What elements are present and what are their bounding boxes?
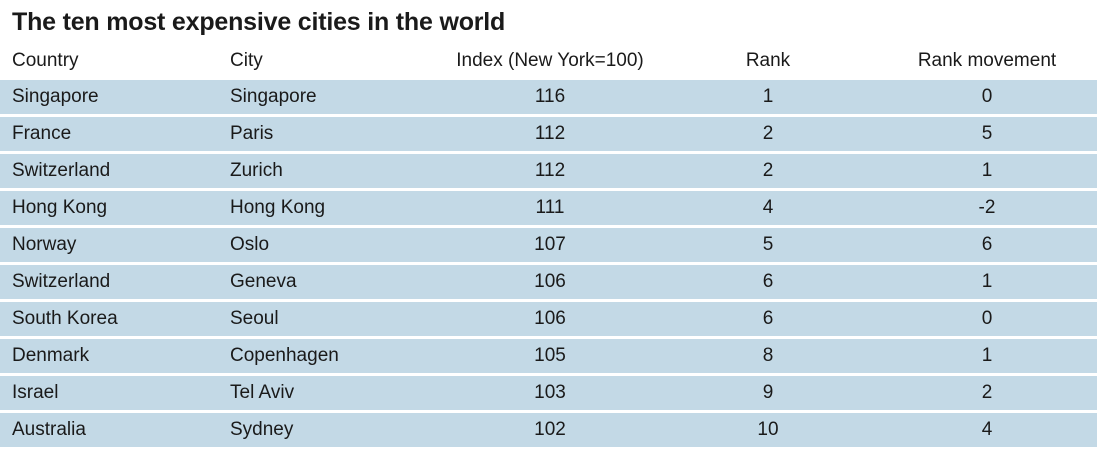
cell-index: 116 <box>534 86 566 107</box>
table-row: Australia Sydney 102 10 4 <box>0 413 1097 447</box>
cell-rank-movement: 4 <box>981 419 993 440</box>
cell-city: Sydney <box>230 419 294 440</box>
cell-index: 102 <box>534 419 566 440</box>
cell-country: Denmark <box>12 345 90 366</box>
cell-city: Copenhagen <box>230 345 339 366</box>
cell-city: Hong Kong <box>230 197 326 218</box>
table-row: Denmark Copenhagen 105 8 1 <box>0 339 1097 373</box>
cell-rank: 9 <box>762 382 774 403</box>
table-row: Switzerland Geneva 106 6 1 <box>0 265 1097 299</box>
cell-country: Switzerland <box>12 160 111 181</box>
cell-country: Singapore <box>12 86 99 107</box>
cell-rank: 6 <box>762 271 774 292</box>
table-row: Norway Oslo 107 5 6 <box>0 228 1097 262</box>
cell-country: Australia <box>12 419 86 440</box>
cell-rank-movement: 5 <box>981 123 993 144</box>
cell-country: France <box>12 123 72 144</box>
cell-rank: 10 <box>757 419 779 440</box>
table-header: Country City Index (New York=100) Rank R… <box>0 44 1097 78</box>
cell-index: 107 <box>534 234 566 255</box>
cell-city: Paris <box>230 123 274 144</box>
cell-country: Switzerland <box>12 271 111 292</box>
cell-country: South Korea <box>12 308 118 329</box>
cell-rank: 8 <box>762 345 774 366</box>
cell-rank: 2 <box>762 123 774 144</box>
cell-city: Oslo <box>230 234 270 255</box>
cell-city: Tel Aviv <box>230 382 295 403</box>
cell-index: 103 <box>534 382 566 403</box>
cell-rank: 5 <box>762 234 774 255</box>
cell-country: Hong Kong <box>12 197 108 218</box>
header-index: Index (New York=100) <box>456 50 644 71</box>
header-rank-movement: Rank movement <box>917 50 1057 71</box>
cell-country: Israel <box>12 382 59 403</box>
cell-country: Norway <box>12 234 77 255</box>
cell-rank: 1 <box>762 86 774 107</box>
table-body: Singapore Singapore 116 1 0 France Paris 112 2 5 S… <box>0 80 1097 450</box>
cell-index: 106 <box>534 308 566 329</box>
header-city: City <box>230 50 263 71</box>
cell-city: Singapore <box>230 86 317 107</box>
table-title: The ten most expensive cities in the wor… <box>12 8 506 36</box>
table-row: Israel Tel Aviv 103 9 2 <box>0 376 1097 410</box>
cell-city: Geneva <box>230 271 297 292</box>
cell-rank: 4 <box>762 197 774 218</box>
cell-rank-movement: 6 <box>981 234 993 255</box>
table-row: Switzerland Zurich 112 2 1 <box>0 154 1097 188</box>
cell-rank-movement: 1 <box>981 160 993 181</box>
cell-rank-movement: 2 <box>981 382 993 403</box>
header-country: Country <box>12 50 79 71</box>
cell-city: Zurich <box>230 160 283 181</box>
cell-index: 112 <box>534 160 566 181</box>
cell-index: 111 <box>535 197 565 218</box>
cell-index: 106 <box>534 271 566 292</box>
table-row: Hong Kong Hong Kong 111 4 -2 <box>0 191 1097 225</box>
cell-rank-movement: 1 <box>981 271 993 292</box>
table-row: South Korea Seoul 106 6 0 <box>0 302 1097 336</box>
cell-rank: 6 <box>762 308 774 329</box>
cell-rank-movement: 1 <box>981 345 993 366</box>
cell-rank-movement: -2 <box>978 197 996 218</box>
cell-rank-movement: 0 <box>981 308 993 329</box>
cell-index: 105 <box>534 345 566 366</box>
cell-index: 112 <box>534 123 566 144</box>
cell-rank-movement: 0 <box>981 86 993 107</box>
table-row: France Paris 112 2 5 <box>0 117 1097 151</box>
cell-rank: 2 <box>762 160 774 181</box>
table-row: Singapore Singapore 116 1 0 <box>0 80 1097 114</box>
header-rank: Rank <box>745 50 791 71</box>
cell-city: Seoul <box>230 308 279 329</box>
